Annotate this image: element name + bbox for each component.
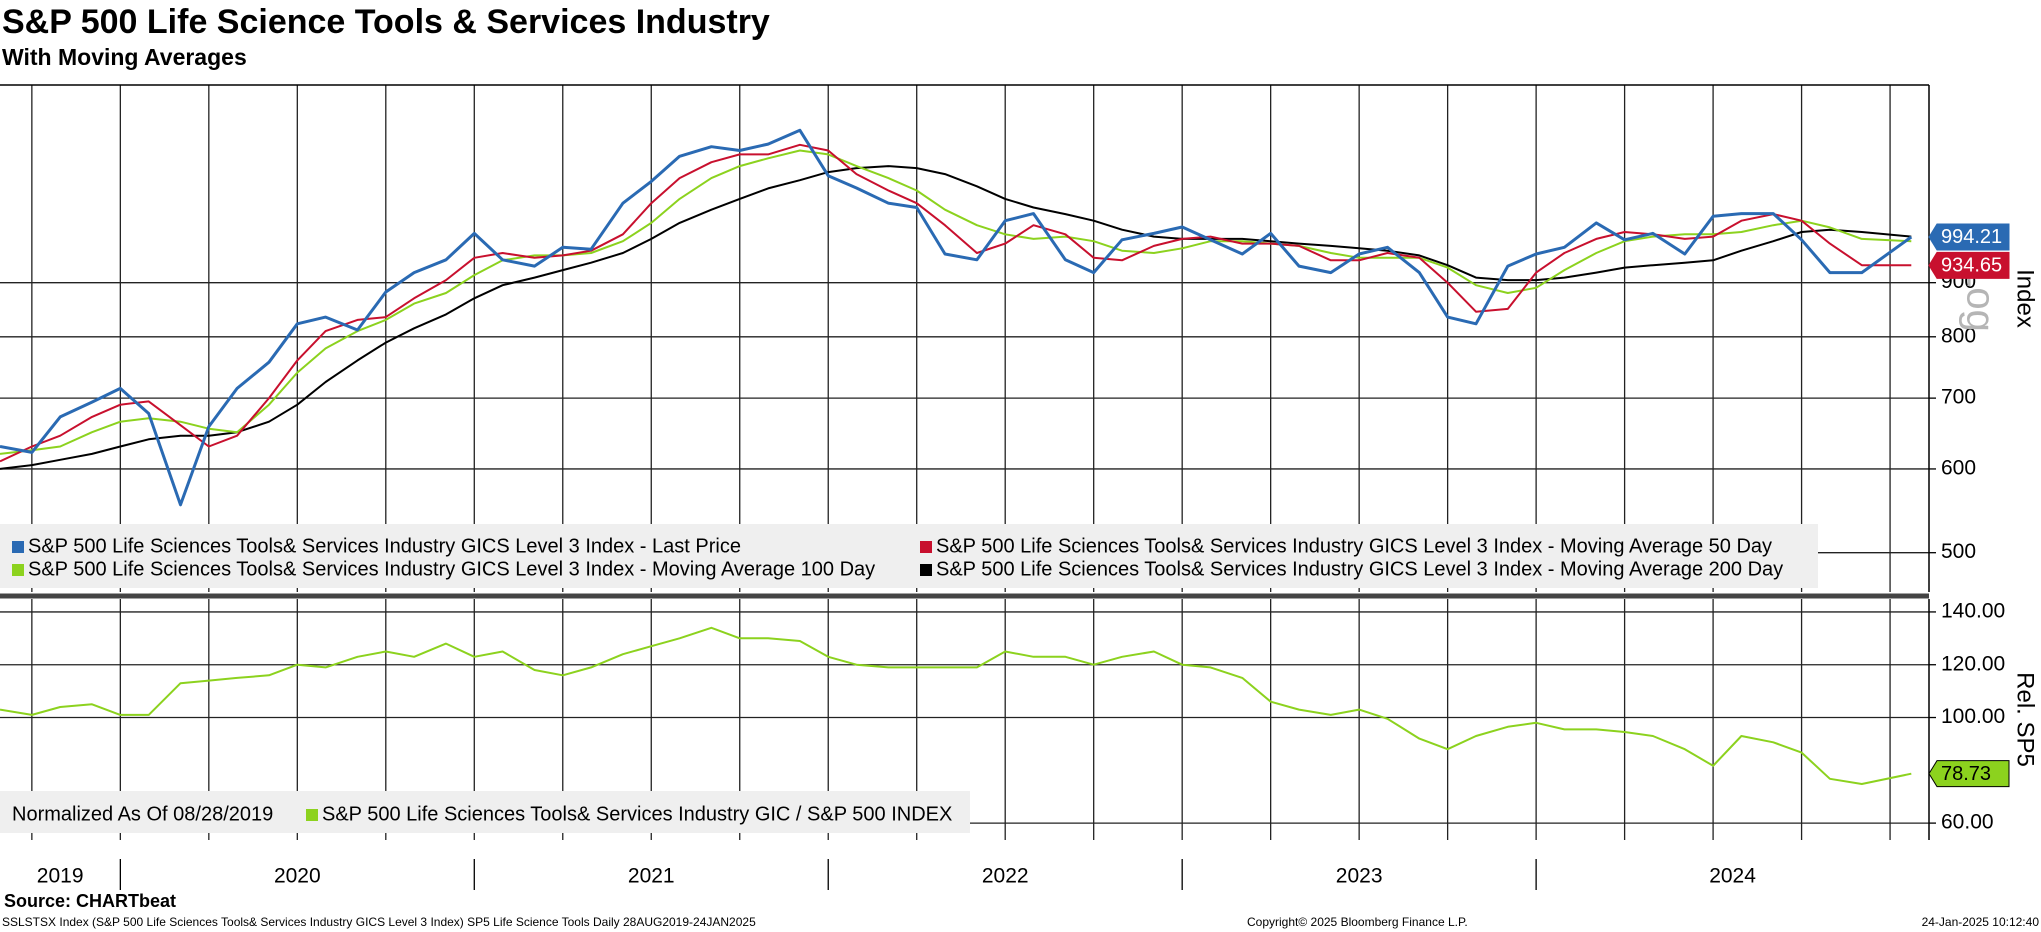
x-tick-label: 2024 bbox=[1709, 865, 1756, 888]
y-axis-label: Rel. SP5 bbox=[2012, 672, 2039, 767]
legend-swatch bbox=[12, 564, 24, 576]
legend-box bbox=[0, 791, 970, 833]
source: Source: CHARTbeat bbox=[4, 891, 176, 911]
legend-swatch bbox=[920, 541, 932, 553]
y-tick-label: 500 bbox=[1941, 540, 1976, 563]
legend-label: S&P 500 Life Sciences Tools& Services In… bbox=[936, 535, 1772, 557]
y-tick-label: 100.00 bbox=[1941, 705, 2005, 728]
series-line bbox=[0, 143, 1912, 463]
y-tick-label: 600 bbox=[1941, 456, 1976, 479]
legend-swatch bbox=[306, 809, 318, 821]
y-tick-label: 120.00 bbox=[1941, 652, 2005, 675]
series-line bbox=[0, 626, 1912, 785]
series-line bbox=[0, 128, 1913, 507]
legend-swatch bbox=[12, 541, 24, 553]
y-tick-label: 140.00 bbox=[1941, 599, 2005, 622]
value-box bbox=[1928, 760, 2010, 788]
chart-subtitle: With Moving Averages bbox=[2, 44, 247, 70]
series-line bbox=[0, 149, 1912, 455]
x-tick-label: 2022 bbox=[982, 865, 1029, 888]
x-tick-label: 2021 bbox=[628, 865, 675, 888]
legend-box bbox=[0, 524, 1818, 588]
value-box-label: 78.73 bbox=[1941, 763, 1991, 785]
legend-label: S&P 500 Life Sciences Tools& Services In… bbox=[936, 558, 1783, 580]
y-tick-label: 800 bbox=[1941, 324, 1976, 347]
legend-note: Normalized As Of 08/28/2019 bbox=[12, 803, 273, 825]
timestamp: 24-Jan-2025 10:12:40 bbox=[1922, 915, 2040, 929]
y-axis-label: Index bbox=[2012, 269, 2039, 328]
legend-swatch bbox=[920, 564, 932, 576]
value-box bbox=[1928, 251, 2010, 279]
y-tick-label: 700 bbox=[1941, 386, 1976, 409]
x-tick-label: 2023 bbox=[1336, 865, 1383, 888]
value-box-label: 934.65 bbox=[1941, 255, 2002, 277]
value-box-label: 994.21 bbox=[1941, 226, 2002, 248]
chart-title: S&P 500 Life Science Tools & Services In… bbox=[2, 3, 770, 41]
description: SSLSTSX Index (S&P 500 Life Sciences Too… bbox=[2, 915, 756, 929]
x-tick-label: 2019 bbox=[37, 865, 84, 888]
value-box bbox=[1928, 223, 2010, 251]
series-line bbox=[0, 165, 1912, 470]
legend-label: S&P 500 Life Sciences Tools& Services In… bbox=[28, 558, 875, 580]
copyright: Copyright© 2025 Bloomberg Finance L.P. bbox=[1247, 915, 1468, 929]
legend-label: S&P 500 Life Sciences Tools& Services In… bbox=[28, 535, 741, 557]
y-tick-label: 60.00 bbox=[1941, 811, 1994, 834]
legend-label: S&P 500 Life Sciences Tools& Services In… bbox=[322, 803, 952, 825]
x-tick-label: 2020 bbox=[274, 865, 321, 888]
